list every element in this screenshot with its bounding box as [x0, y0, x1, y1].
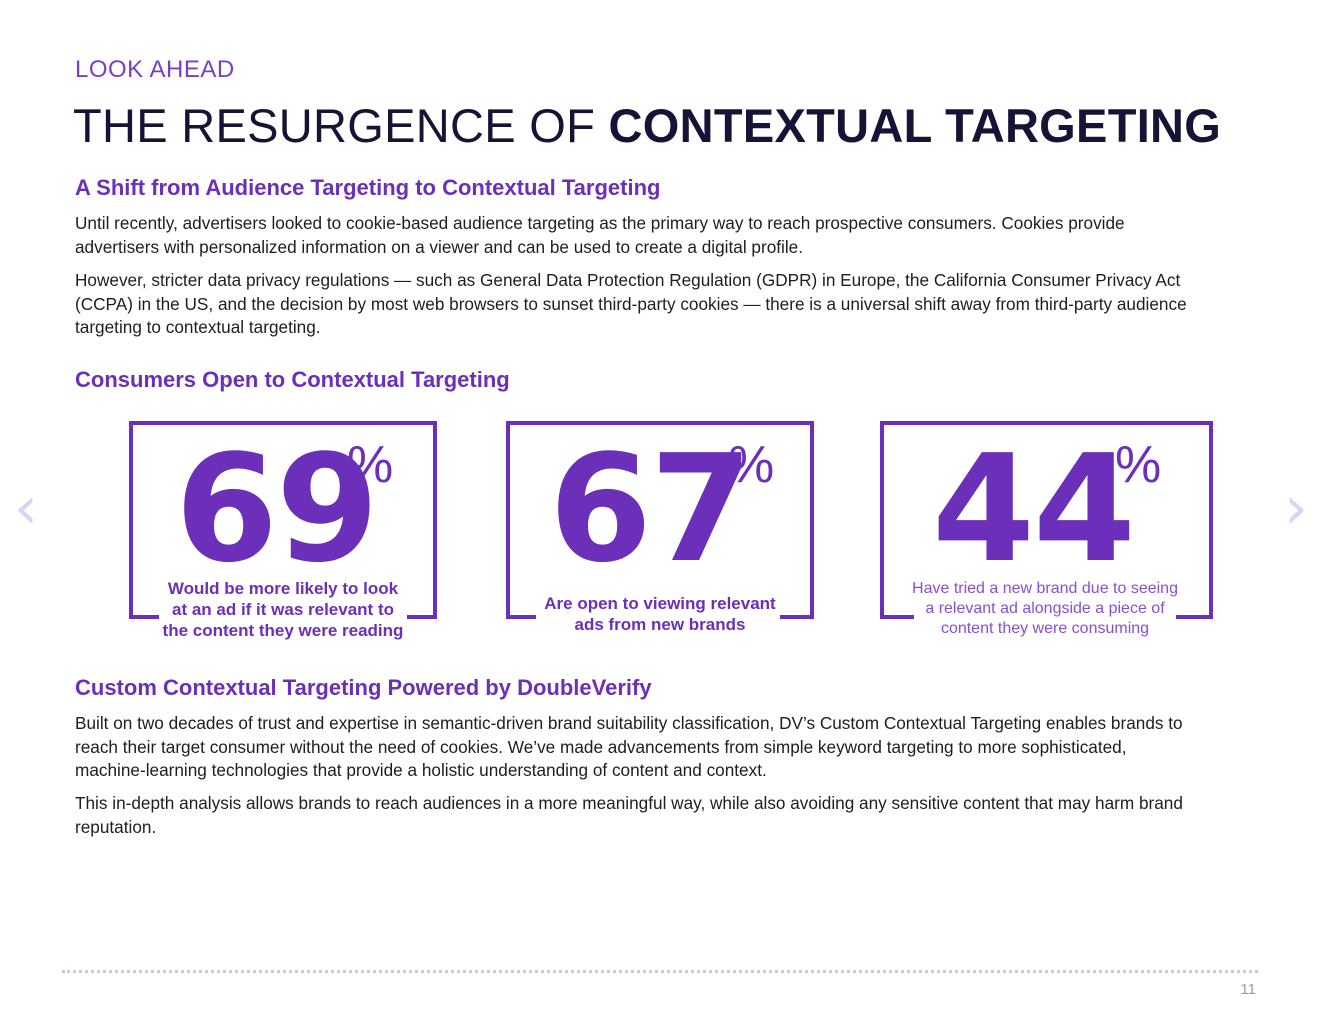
page-number: 11 [1240, 981, 1256, 998]
stat-percent-sign: % [347, 436, 394, 494]
stat-card-67: 67 % Are open to viewing relevant ads fr… [506, 421, 814, 634]
paragraph-dv-custom: Built on two decades of trust and expert… [75, 713, 1183, 780]
chevron-left-icon[interactable]: ‹ [14, 473, 38, 543]
paragraph-cookies: Until recently, advertisers looked to co… [75, 213, 1125, 257]
stat-value: 44 [932, 423, 1136, 595]
chevron-right-icon[interactable]: › [1284, 473, 1308, 543]
stat-percent-sign: % [1115, 436, 1162, 494]
section-heading-custom: Custom Contextual Targeting Powered by D… [75, 675, 652, 700]
paragraph-privacy: However, stricter data privacy regulatio… [75, 270, 1187, 337]
footer-divider [62, 970, 1258, 973]
stat-value: 69 [175, 423, 379, 595]
stat-percent-sign: % [728, 436, 775, 494]
eyebrow-label: LOOK AHEAD [75, 56, 235, 83]
stat-caption: Would be more likely to look at an ad if… [162, 579, 404, 640]
frame-gap [914, 615, 1176, 623]
frame-gap [159, 615, 407, 623]
stat-card-44: 44 % Have tried a new brand due to seein… [880, 421, 1213, 637]
page-title: THE RESURGENCE OF CONTEXTUAL TARGETING [73, 98, 1221, 153]
section-heading-shift: A Shift from Audience Targeting to Conte… [75, 175, 661, 200]
page-title-light: THE RESURGENCE OF [73, 99, 609, 152]
page-title-bold: CONTEXTUAL TARGETING [608, 99, 1222, 152]
paragraph-analysis: This in-depth analysis allows brands to … [75, 793, 1183, 837]
stat-caption: Are open to viewing relevant ads from ne… [544, 594, 776, 634]
frame-gap [536, 615, 780, 623]
stat-card-69: 69 % Would be more likely to look at an … [129, 421, 437, 640]
stat-caption: Have tried a new brand due to seeing a r… [912, 580, 1178, 637]
section-heading-consumers: Consumers Open to Contextual Targeting [75, 367, 510, 392]
stat-value: 67 [549, 423, 753, 595]
